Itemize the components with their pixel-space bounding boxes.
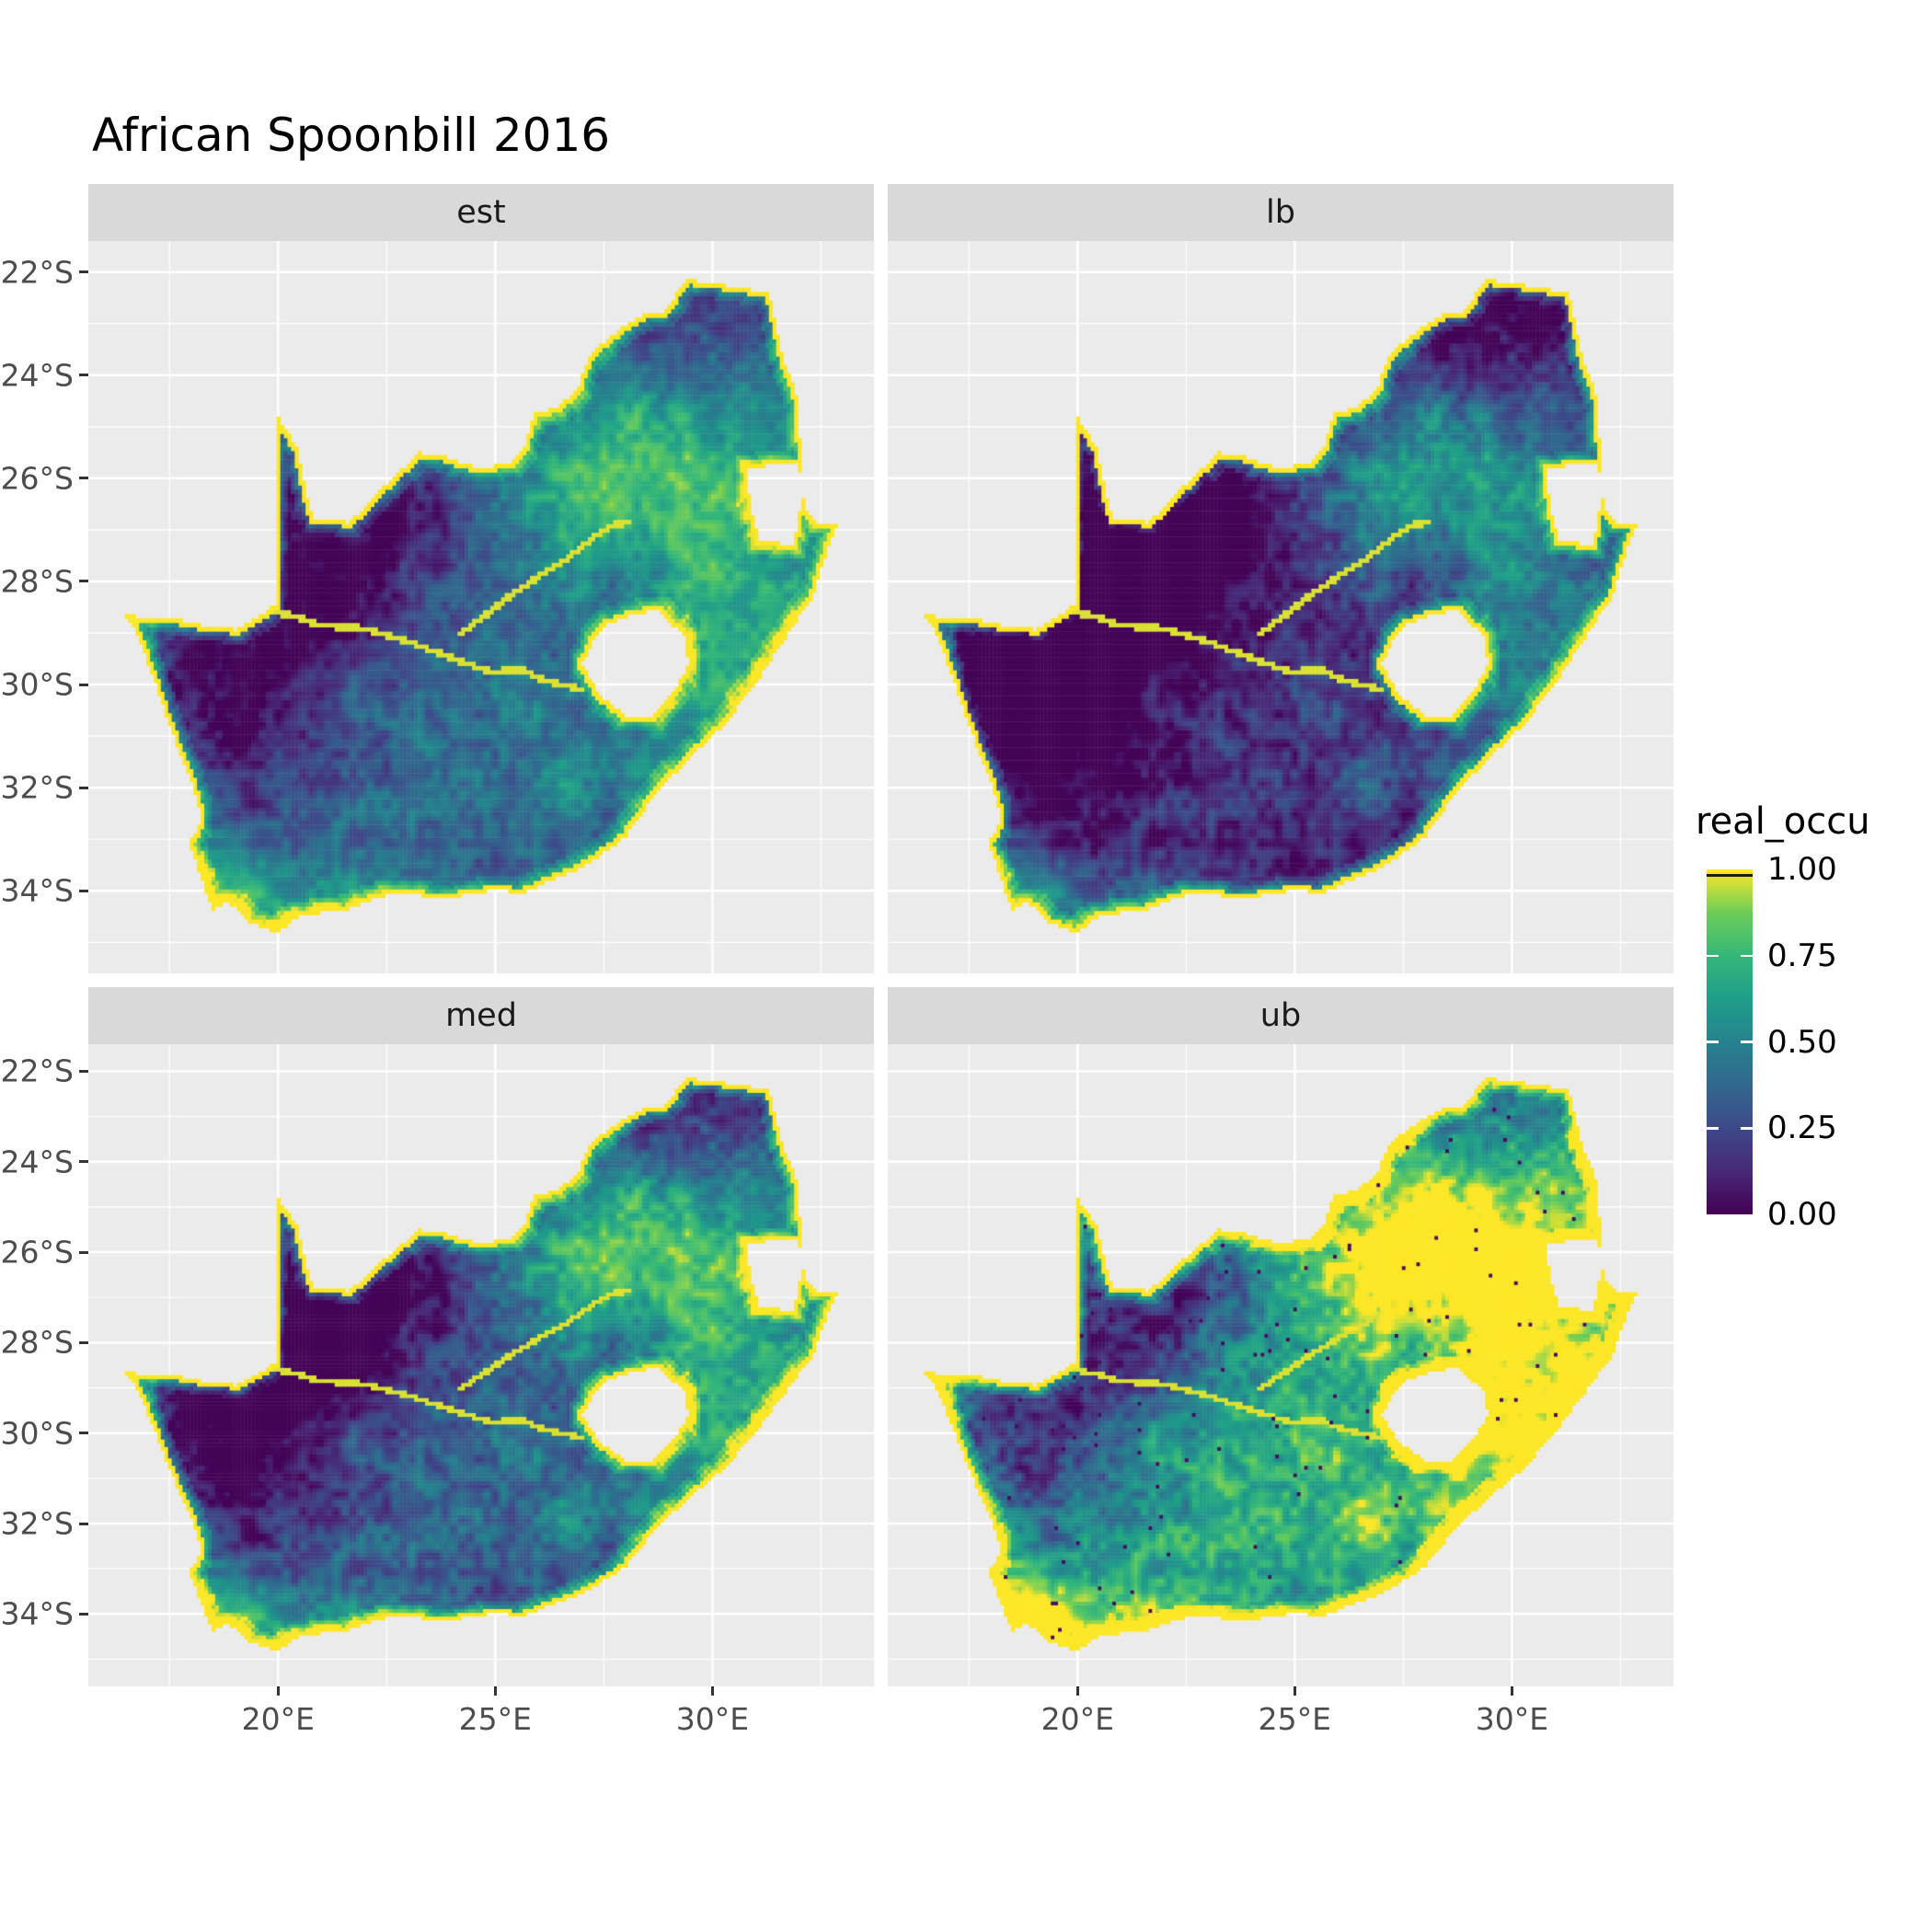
x-axis-tick-mark <box>710 1686 714 1696</box>
facet-strip-label: est <box>456 194 506 231</box>
y-axis-tick-mark <box>79 580 88 583</box>
facet-strip-label: lb <box>1266 194 1295 231</box>
y-axis-tick-label: 26°S <box>0 460 74 497</box>
facet-strip-label: ub <box>1259 997 1302 1034</box>
y-axis-tick-label: 24°S <box>0 1144 74 1180</box>
y-axis-tick-label: 26°S <box>0 1234 74 1271</box>
y-axis-tick-label: 34°S <box>0 872 74 909</box>
map-panel-ub <box>888 1044 1673 1686</box>
legend-tick-mark <box>1707 1127 1719 1130</box>
y-axis-tick-label: 30°S <box>0 1415 74 1452</box>
facet-strip-est: est <box>88 184 874 241</box>
y-axis-tick-label: 34°S <box>0 1595 74 1632</box>
x-axis-tick-label: 20°E <box>1041 1701 1114 1737</box>
map-panel-med <box>88 1044 874 1686</box>
y-axis-tick-mark <box>79 270 88 274</box>
y-axis-tick-label: 32°S <box>0 1505 74 1542</box>
y-axis-tick-mark <box>79 683 88 686</box>
facet-strip-label: med <box>445 997 517 1034</box>
legend-top-tick <box>1707 874 1753 877</box>
facet-strip-med: med <box>88 987 874 1044</box>
x-axis-tick-label: 20°E <box>241 1701 315 1737</box>
y-axis-tick-mark <box>79 1432 88 1435</box>
map-panel-est <box>88 241 874 973</box>
legend-tick-mark <box>1741 1041 1753 1043</box>
y-axis-tick-mark <box>79 1340 88 1344</box>
legend-title: real_occu <box>1696 800 1870 843</box>
y-axis-tick-mark <box>79 1160 88 1164</box>
y-axis-tick-mark <box>79 786 88 789</box>
x-axis-tick-mark <box>1293 1686 1296 1696</box>
x-axis-tick-mark <box>1510 1686 1513 1696</box>
y-axis-tick-mark <box>79 1069 88 1073</box>
facet-strip-lb: lb <box>888 184 1673 241</box>
legend-tick-label: 0.25 <box>1767 1110 1837 1147</box>
x-axis-tick-mark <box>276 1686 280 1696</box>
y-axis-tick-label: 22°S <box>0 254 74 291</box>
legend-tick-mark <box>1741 954 1753 957</box>
legend-tick-mark <box>1741 1127 1753 1130</box>
legend-tick-mark <box>1707 954 1719 957</box>
x-axis-tick-label: 30°E <box>1475 1701 1549 1737</box>
x-axis-tick-mark <box>1075 1686 1079 1696</box>
y-axis-tick-mark <box>79 889 88 892</box>
y-axis-tick-mark <box>79 1612 88 1616</box>
y-axis-tick-label: 28°S <box>0 563 74 600</box>
facet-strip-ub: ub <box>888 987 1673 1044</box>
y-axis-tick-label: 24°S <box>0 357 74 394</box>
x-axis-tick-label: 25°E <box>1258 1701 1331 1737</box>
y-axis-tick-mark <box>79 1250 88 1254</box>
y-axis-tick-label: 22°S <box>0 1052 74 1089</box>
y-axis-tick-label: 30°S <box>0 666 74 703</box>
y-axis-tick-mark <box>79 374 88 377</box>
y-axis-tick-label: 28°S <box>0 1324 74 1361</box>
x-axis-tick-label: 30°E <box>675 1701 750 1737</box>
y-axis-tick-mark <box>79 477 88 480</box>
map-panel-lb <box>888 241 1673 973</box>
x-axis-tick-mark <box>493 1686 497 1696</box>
legend-tick-mark <box>1707 1041 1719 1043</box>
legend-tick-label: 0.00 <box>1767 1196 1837 1233</box>
x-axis-tick-label: 25°E <box>458 1701 532 1737</box>
legend-tick-label: 0.50 <box>1767 1023 1837 1061</box>
legend-tick-label: 1.00 <box>1767 851 1837 888</box>
y-axis-tick-label: 32°S <box>0 769 74 806</box>
y-axis-tick-mark <box>79 1522 88 1525</box>
plot-title: African Spoonbill 2016 <box>92 109 611 162</box>
legend-tick-label: 0.75 <box>1767 937 1837 974</box>
